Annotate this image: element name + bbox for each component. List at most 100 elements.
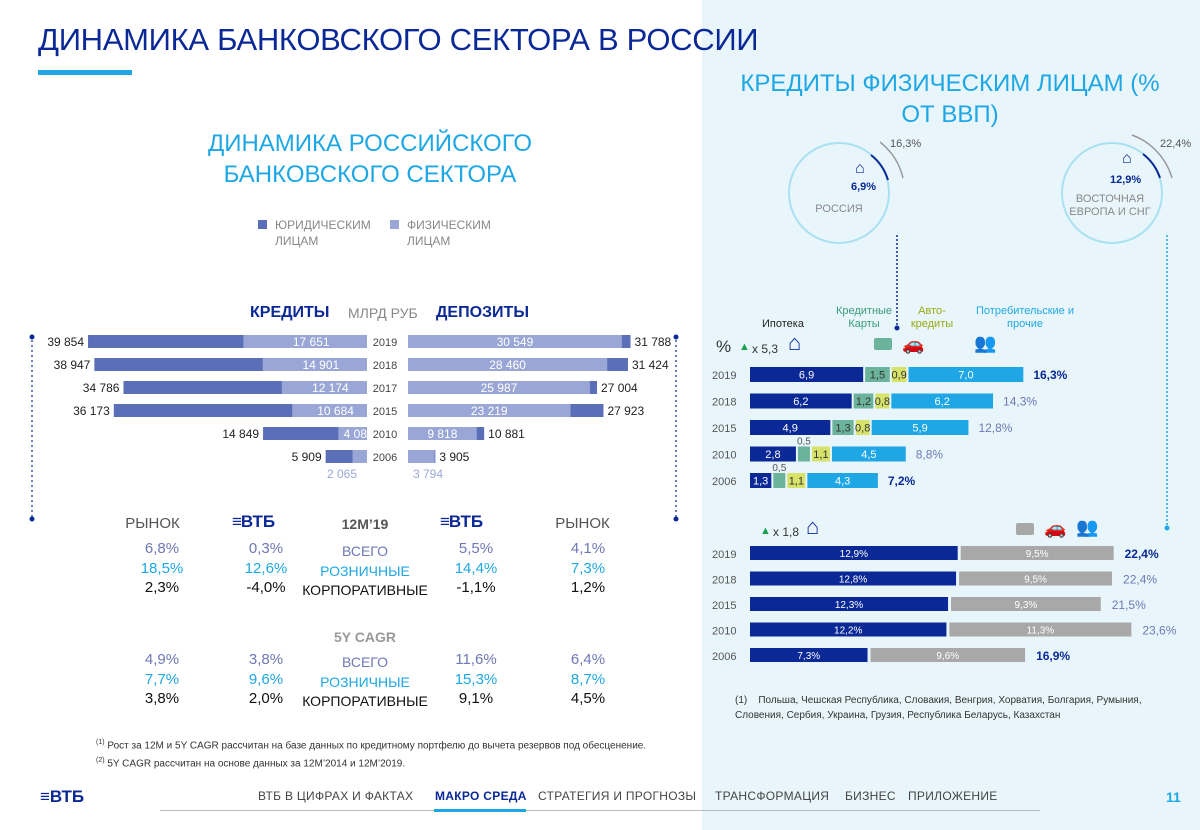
loans-individuals-bar <box>292 404 367 417</box>
year-label: 2006 <box>373 452 397 464</box>
deposits-total-label: 31 788 <box>635 335 672 349</box>
loans-individuals-label: 4 085 <box>344 427 374 441</box>
segment-bar <box>832 420 854 435</box>
year-label: 2006 <box>712 651 736 663</box>
vtb-loans-value: -4,0% <box>246 579 286 596</box>
deposits-individuals-bar <box>408 404 571 417</box>
segment-bar <box>853 393 874 409</box>
growth-russia: x 5,3 <box>752 342 779 356</box>
market-deposits-value: 7,3% <box>570 559 606 577</box>
market-deposits-value: 1,2% <box>570 579 606 596</box>
segment-bar <box>750 546 958 560</box>
deposits-individuals-label: 23 219 <box>471 404 508 418</box>
segment-bar <box>891 393 994 409</box>
year-label: 2006 <box>712 476 736 488</box>
segment-label: 6,2 <box>935 396 950 408</box>
row-label: РОЗНИЧНЫЕ <box>320 562 410 579</box>
segment-label: 0,5 <box>797 437 811 448</box>
year-label: 2015 <box>712 423 736 435</box>
year-label: 2019 <box>712 549 736 561</box>
deposits-total-label: 27 923 <box>607 404 644 418</box>
nav-transformation[interactable]: ТРАНСФОРМАЦИЯ <box>715 789 830 803</box>
market-loans-value: 7,7% <box>144 670 180 688</box>
segment-label: 9,5% <box>1026 549 1049 560</box>
ee-label: ВОСТОЧНАЯ ЕВРОПА И СНГ <box>1069 193 1151 218</box>
banking-sector-chart: 2019 39 854 17 651 30 549 31 788 2018 38 947 14… <box>29 334 679 522</box>
deposits-individuals-bar <box>408 450 435 463</box>
row-label: ВСЕГО <box>341 543 388 559</box>
vtb-deposits-value: 11,6% <box>455 651 497 668</box>
russia-connector-dot <box>894 325 900 331</box>
market-deposits-value: 4,5% <box>570 690 606 707</box>
legend-swatch-individuals <box>390 220 399 229</box>
ee-mortgage-house-icon: ⌂ <box>806 514 820 539</box>
ee-people-icon: 👥 <box>1076 517 1099 537</box>
segment-bar <box>807 473 878 488</box>
market-loans-value: 2,3% <box>144 579 180 596</box>
segment-label: 7,3% <box>797 651 820 662</box>
footnote-2: (2) 5Y CAGR рассчитан на основе данных з… <box>96 757 406 770</box>
loans-individuals-bar <box>338 427 367 440</box>
russia-house-icon: ⌂ <box>855 160 865 177</box>
nav-business[interactable]: БИЗНЕС <box>845 789 896 803</box>
segment-bar <box>750 473 772 488</box>
cat-mortgage-label: Ипотека <box>762 318 804 330</box>
vtb-logo-icon: ≡ <box>40 787 50 806</box>
segment-label: 0,8 <box>875 396 890 408</box>
nav-strategy[interactable]: СТРАТЕГИЯ И ПРОГНОЗЫ <box>538 789 697 803</box>
segment-bar <box>750 648 868 662</box>
nav-macro[interactable]: МАКРО СРЕДА <box>435 789 527 803</box>
segment-bar <box>750 367 864 382</box>
year-label: 2019 <box>373 337 397 349</box>
segment-bar <box>787 473 806 488</box>
vtb-loans-value: 2,0% <box>248 690 284 707</box>
cat-cards-label: Кредитные Карты <box>835 305 893 330</box>
deposits-individuals-bar <box>408 358 608 371</box>
segment-bar <box>959 571 1113 586</box>
segment-bar <box>949 622 1132 637</box>
loans-individuals-label: 10 684 <box>317 404 354 418</box>
right-axis-dot-top <box>673 334 679 340</box>
year-label: 2010 <box>373 429 397 441</box>
russia-mortgage-value: 6,9% <box>851 181 877 193</box>
segment-label: 4,5 <box>861 449 876 461</box>
footer-active-indicator <box>434 809 526 812</box>
loans-individuals-label: 17 651 <box>293 335 330 349</box>
loans-header: КРЕДИТЫ <box>250 304 330 321</box>
segment-label: 9,6% <box>936 651 959 662</box>
segment-label: 12,8% <box>839 575 867 586</box>
percent-sign: % <box>716 337 732 356</box>
market-loans-value: 4,9% <box>144 651 180 668</box>
segment-bar <box>871 420 969 435</box>
segment-bar <box>797 446 810 462</box>
growth-up-icon: ▲ <box>739 341 750 353</box>
segment-bar <box>750 393 852 409</box>
right-footnote: (1) Польша, Чешская Республика, Словакия… <box>735 695 1142 721</box>
car-icon: 🚗 <box>902 334 925 354</box>
loans-individuals-label: 14 901 <box>302 358 339 372</box>
nav-vtb-facts[interactable]: ВТБ В ЦИФРАХ И ФАКТАХ <box>258 789 414 803</box>
loans-total-label: 14 849 <box>222 427 259 441</box>
segment-bar <box>773 473 786 488</box>
vtb-loans-value: 0,3% <box>248 540 284 557</box>
market-loans-value: 6,8% <box>144 540 180 557</box>
year-label: 2015 <box>373 406 397 418</box>
deposits-individuals-label: 28 460 <box>489 358 526 372</box>
loans-total-label: 34 786 <box>83 381 120 395</box>
total-label: 22,4% <box>1123 573 1157 587</box>
segment-label: 0,9 <box>891 370 906 382</box>
deposits-individuals-label: 9 818 <box>427 427 457 441</box>
segment-bar <box>865 367 890 382</box>
unit-header: МЛРД РУБ <box>348 305 418 321</box>
nav-appendix[interactable]: ПРИЛОЖЕНИЕ <box>908 789 998 803</box>
segment-label: 1,5 <box>870 370 885 382</box>
ee-donut-total-arc <box>1131 134 1173 179</box>
year-label: 2015 <box>712 600 736 612</box>
loans-total-label: 5 909 <box>292 450 322 464</box>
loans-individuals-bar <box>243 335 367 348</box>
legend-label-corporate: ЮРИДИЧЕСКИМ ЛИЦАМ <box>275 218 371 248</box>
year-label: 2010 <box>712 450 736 462</box>
segment-label: 5,9 <box>912 423 927 435</box>
year-label: 2018 <box>712 575 736 587</box>
credit-card-icon <box>874 338 892 350</box>
